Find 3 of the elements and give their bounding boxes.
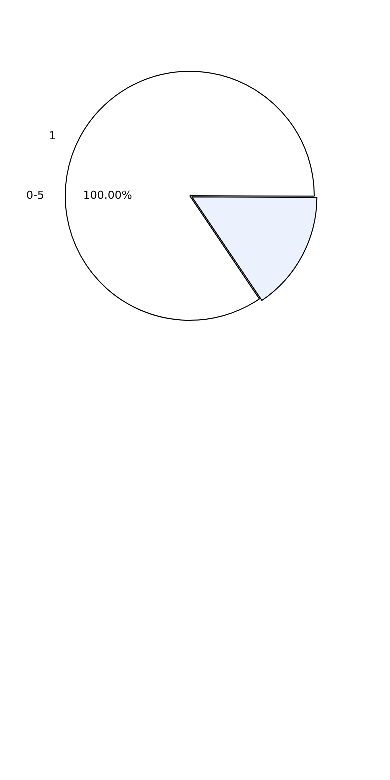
- text: 1: [49, 129, 56, 142]
- slice-label: 0-5: [26, 188, 44, 202]
- text: 100.00%: [83, 188, 132, 202]
